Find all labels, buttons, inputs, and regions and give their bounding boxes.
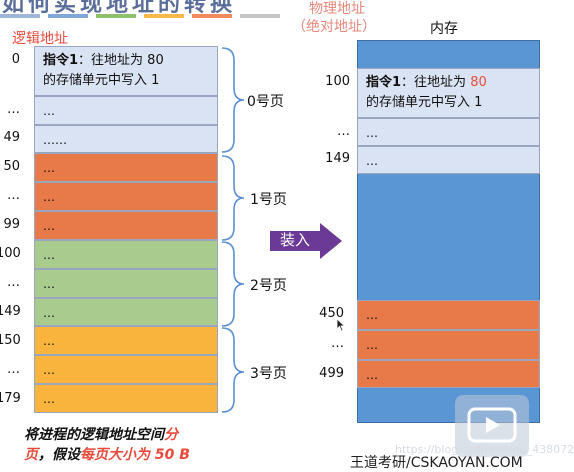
logical-cell: … xyxy=(34,153,218,182)
header-dash xyxy=(240,14,280,18)
brace-page-3 xyxy=(221,327,245,413)
page-braces xyxy=(221,47,245,413)
brace-page-2 xyxy=(221,241,245,327)
logical-cell-instruction: 指令1：往地址为 80 的存储单元中写入 1 xyxy=(34,46,218,96)
physical-cell: … xyxy=(357,300,540,330)
logical-cell: … xyxy=(34,269,218,298)
physical-cell: … xyxy=(357,360,540,388)
logical-cell: … xyxy=(34,384,218,413)
logical-addr: 99 xyxy=(3,217,20,232)
physical-cell-instruction: 指令1：往地址为 80 的存储单元中写入 1 xyxy=(357,68,540,118)
instruction-bold: 指令1 xyxy=(366,75,402,90)
logical-cell: … xyxy=(34,182,218,211)
logical-cell: … xyxy=(34,211,218,240)
logical-cell: … xyxy=(34,298,218,326)
memory-label: 内存 xyxy=(430,21,458,37)
logical-cell: …… xyxy=(34,125,218,153)
source-url: https://blog.csdn.net/qq_43807296 xyxy=(395,443,574,456)
header-dash xyxy=(0,14,40,18)
physical-address-label: 物理地址 xyxy=(309,1,365,17)
caption-text: ，假设 xyxy=(38,447,80,463)
physical-cell: … xyxy=(357,146,540,174)
physical-addr: 149 xyxy=(325,151,350,166)
physical-addr: … xyxy=(337,124,350,139)
caption-highlight: 每页大小为 50 B xyxy=(80,447,190,463)
instruction-text: ：往地址为 80 xyxy=(78,53,164,68)
brace-page-0 xyxy=(221,47,245,153)
logical-addr: 179 xyxy=(0,391,21,406)
play-icon xyxy=(467,407,517,443)
absolute-address-label: （绝对地址） xyxy=(292,19,376,35)
logical-addr: … xyxy=(7,102,20,117)
logical-addr: 49 xyxy=(3,130,20,145)
instruction-bold: 指令1 xyxy=(43,53,79,68)
instruction-addr-highlight: 80 xyxy=(470,75,487,90)
page-label-3: 3号页 xyxy=(250,366,287,382)
physical-cell: … xyxy=(357,118,540,146)
brace-page-1 xyxy=(221,155,245,241)
load-label: 装入 xyxy=(280,231,311,249)
top-strip: 如何实现地址的转换 xyxy=(0,0,574,20)
instruction-text-line2: 的存储单元中写入 1 xyxy=(366,95,483,110)
caption-text: 将进程的逻辑地址空间 xyxy=(24,427,164,443)
header-dash xyxy=(48,14,88,18)
page-label-0: 0号页 xyxy=(247,94,284,110)
logical-addr: 0 xyxy=(11,52,20,67)
mouse-cursor-icon xyxy=(336,318,346,332)
physical-addr: 450 xyxy=(319,306,344,321)
logical-cell: … xyxy=(34,240,218,269)
physical-addr: 499 xyxy=(319,366,344,381)
slide-title: 如何实现地址的转换 xyxy=(2,0,237,17)
logical-addr: 50 xyxy=(3,159,20,174)
header-dash xyxy=(144,14,184,18)
logical-cell: … xyxy=(34,326,218,355)
logical-addr: 149 xyxy=(0,304,21,319)
caption-highlight: 分 xyxy=(164,427,178,443)
page-label-1: 1号页 xyxy=(250,192,287,208)
caption-highlight: 页 xyxy=(24,447,38,463)
page-label-2: 2号页 xyxy=(250,278,287,294)
logical-addr: … xyxy=(7,275,20,290)
logical-addr: … xyxy=(7,362,20,377)
logical-address-label: 逻辑地址 xyxy=(12,31,68,47)
instruction-text: ：往地址为 xyxy=(401,75,471,90)
physical-addr: 100 xyxy=(325,74,350,89)
physical-cell: … xyxy=(357,330,540,360)
logical-cell: … xyxy=(34,355,218,384)
load-arrow-icon xyxy=(270,223,342,259)
caption: 将进程的逻辑地址空间分 页，假设每页大小为 50 B xyxy=(24,425,190,465)
video-play-overlay[interactable] xyxy=(455,395,529,457)
header-dash xyxy=(192,14,232,18)
logical-addr: 100 xyxy=(0,246,21,261)
watermark: 王道考研/CSKAOYAN.COM xyxy=(350,455,523,471)
header-dash xyxy=(96,14,136,18)
instruction-text-line2: 的存储单元中写入 1 xyxy=(43,73,160,88)
logical-addr: 150 xyxy=(0,333,21,348)
physical-addr: … xyxy=(331,336,344,351)
logical-addr: … xyxy=(7,188,20,203)
logical-cell: … xyxy=(34,96,218,125)
